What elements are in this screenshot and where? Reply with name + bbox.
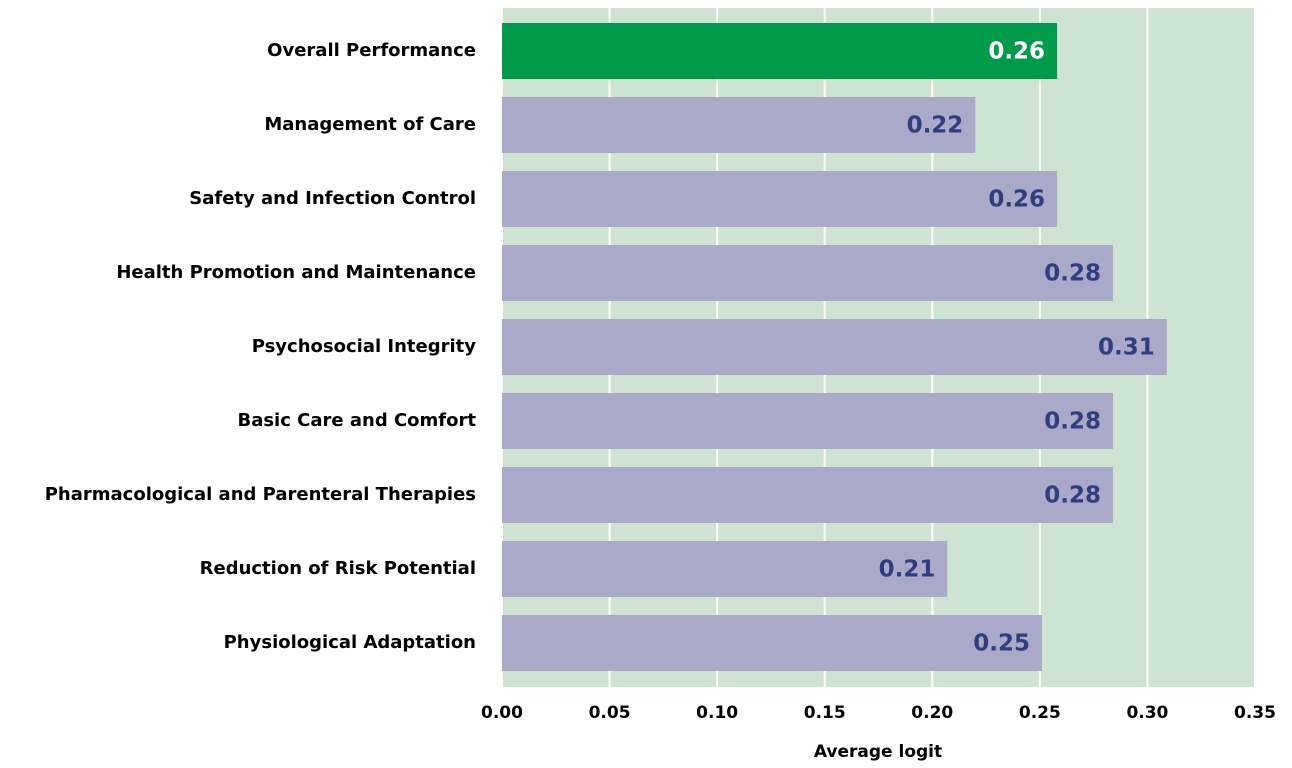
x-tick-label: 0.25 <box>1019 703 1061 723</box>
category-label: Basic Care and Comfort <box>237 410 476 431</box>
bar <box>502 97 976 153</box>
bar <box>502 171 1058 227</box>
bar <box>502 245 1114 301</box>
value-label: 0.28 <box>1044 261 1101 287</box>
x-axis-label: Average logit <box>814 742 942 762</box>
value-label: 0.22 <box>907 113 964 139</box>
x-tick-label: 0.35 <box>1234 703 1276 723</box>
value-label: 0.25 <box>973 631 1030 657</box>
bar <box>502 467 1114 523</box>
bar <box>502 393 1114 449</box>
category-label: Pharmacological and Parenteral Therapies <box>45 484 476 505</box>
category-label: Overall Performance <box>267 40 476 61</box>
value-label: 0.26 <box>988 187 1045 213</box>
x-tick-label: 0.00 <box>481 703 523 723</box>
x-tick-label: 0.05 <box>589 703 631 723</box>
x-tick-label: 0.15 <box>804 703 846 723</box>
category-label: Health Promotion and Maintenance <box>116 262 476 283</box>
value-label: 0.21 <box>879 557 936 583</box>
bar <box>502 319 1167 375</box>
x-tick-label: 0.10 <box>696 703 738 723</box>
category-label: Safety and Infection Control <box>189 188 476 209</box>
x-tick-label: 0.20 <box>911 703 953 723</box>
bar <box>502 23 1058 79</box>
value-label: 0.26 <box>988 39 1045 65</box>
value-label: 0.31 <box>1098 335 1155 361</box>
x-tick-label: 0.30 <box>1126 703 1168 723</box>
category-label: Reduction of Risk Potential <box>200 558 476 579</box>
bar <box>502 541 948 597</box>
category-label: Physiological Adaptation <box>224 632 476 653</box>
bar <box>502 615 1043 671</box>
category-label: Psychosocial Integrity <box>252 336 477 357</box>
value-label: 0.28 <box>1044 483 1101 509</box>
value-label: 0.28 <box>1044 409 1101 435</box>
category-label: Management of Care <box>264 114 476 135</box>
